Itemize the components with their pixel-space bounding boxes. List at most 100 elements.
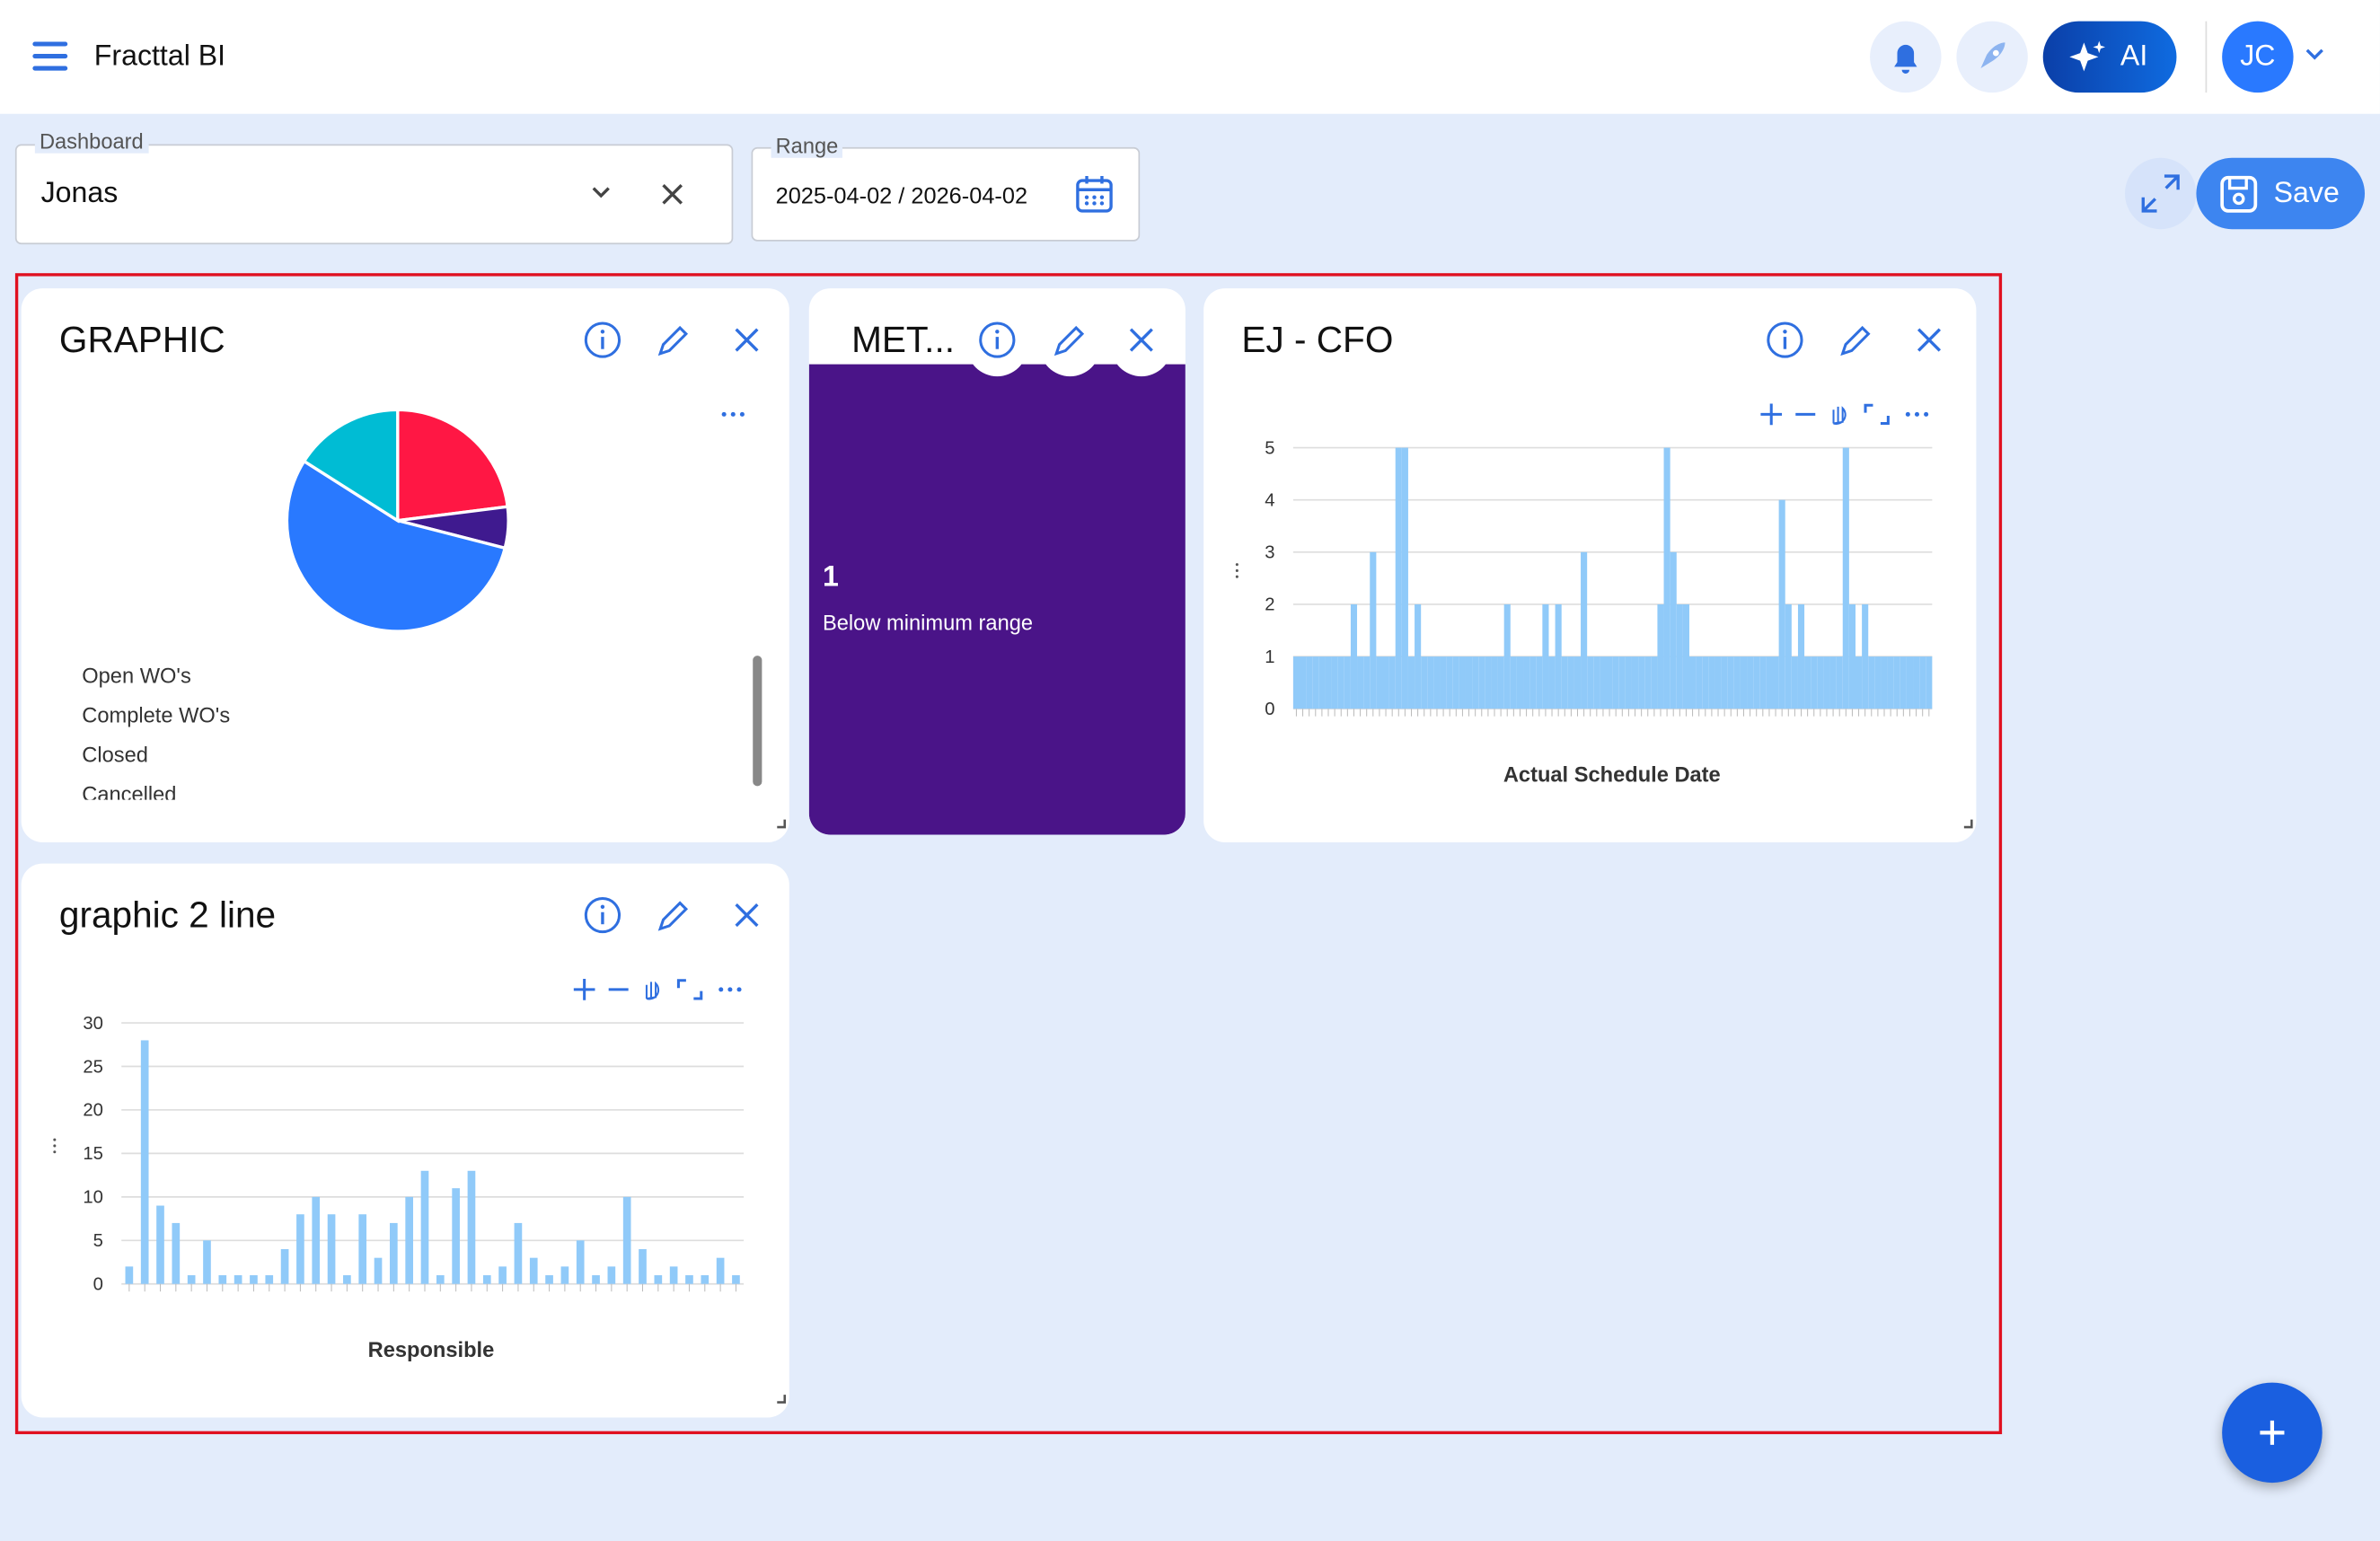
reset-zoom[interactable] xyxy=(676,979,703,1000)
bar xyxy=(1862,603,1869,709)
ai-label: AI xyxy=(2120,40,2148,74)
more-dot[interactable] xyxy=(1914,411,1920,417)
edit-button[interactable] xyxy=(657,325,689,357)
bar xyxy=(1721,656,1728,709)
more-dot[interactable] xyxy=(739,411,745,417)
widget-title: MET... xyxy=(851,319,955,360)
bar xyxy=(1536,656,1543,709)
chart-toolbar[interactable] xyxy=(573,979,742,1000)
y-tick-label: 2 xyxy=(1265,595,1274,615)
bar xyxy=(1625,656,1632,709)
more-dot[interactable] xyxy=(1905,411,1910,417)
notifications-button[interactable] xyxy=(1870,21,1942,93)
icon xyxy=(600,904,605,909)
dropdown-arrow[interactable] xyxy=(590,185,612,200)
add-widget-button[interactable] xyxy=(2222,1382,2323,1484)
bar xyxy=(203,1240,211,1284)
resize-handle[interactable] xyxy=(777,1395,786,1404)
bar xyxy=(1638,656,1645,709)
bar xyxy=(654,1275,663,1284)
bar xyxy=(1663,447,1670,709)
close-button[interactable] xyxy=(1917,328,1942,352)
bar xyxy=(1306,656,1313,709)
bar xyxy=(420,1170,429,1284)
zoom-in[interactable] xyxy=(1760,403,1783,426)
pan[interactable] xyxy=(1832,406,1847,425)
more-dot[interactable] xyxy=(727,987,733,992)
app-title: Fracttal BI xyxy=(93,40,226,74)
user-avatar[interactable]: JC xyxy=(2222,21,2294,93)
bar xyxy=(1433,656,1441,709)
more-dot[interactable] xyxy=(1924,411,1929,417)
bar xyxy=(1785,603,1792,709)
widget-card: 1 Below minimum range MET... xyxy=(808,288,1186,835)
more-dot[interactable] xyxy=(721,411,727,417)
icon xyxy=(1783,330,1787,334)
edit-button[interactable] xyxy=(1053,325,1085,357)
edit-button[interactable] xyxy=(1840,325,1871,357)
divider xyxy=(2205,21,2208,93)
close-button[interactable] xyxy=(1129,328,1153,352)
more-dot[interactable] xyxy=(736,987,742,992)
icon xyxy=(657,325,689,357)
bar xyxy=(701,1275,710,1284)
bar xyxy=(1561,656,1568,709)
bar xyxy=(1318,656,1326,709)
icon xyxy=(1840,325,1871,357)
bar xyxy=(1657,603,1664,709)
user-menu-arrow[interactable] xyxy=(2304,47,2325,62)
reset-zoom[interactable] xyxy=(1864,403,1890,426)
widget-canvas: graphic 2 line 0 5 10 15 20 25 30 Responsible xyxy=(53,894,786,1404)
range-field[interactable]: 2025-04-02 / 2026-04-02 xyxy=(751,146,1141,242)
info-button[interactable] xyxy=(584,321,621,358)
menu-icon[interactable] xyxy=(31,40,70,73)
dashboard-label: Dashboard xyxy=(34,128,148,154)
icon xyxy=(600,330,605,334)
bar xyxy=(358,1214,367,1284)
bar xyxy=(1573,656,1582,709)
pie-slice xyxy=(396,408,510,523)
bar xyxy=(250,1275,258,1284)
bar xyxy=(296,1214,304,1284)
chart-toolbar[interactable] xyxy=(1760,403,1929,426)
fullscreen-button[interactable] xyxy=(2125,157,2197,230)
y-tick-label: 0 xyxy=(1265,700,1274,719)
clear-button[interactable] xyxy=(660,182,684,207)
x-axis-title: Actual Schedule Date xyxy=(1503,763,1721,787)
bar xyxy=(1759,656,1767,709)
save-button[interactable]: Save xyxy=(2196,157,2366,230)
y-tick-label: 0 xyxy=(93,1275,103,1295)
bar xyxy=(1376,656,1383,709)
edit-button[interactable] xyxy=(657,901,689,931)
bar xyxy=(1581,551,1588,709)
dashboard-value: Jonas xyxy=(40,177,119,210)
handle-dot xyxy=(1235,568,1238,572)
info-button[interactable] xyxy=(584,896,621,934)
bar xyxy=(1848,603,1856,709)
info-button[interactable] xyxy=(1767,321,1803,358)
resize-handle[interactable] xyxy=(777,819,786,829)
more-dot[interactable] xyxy=(718,987,724,992)
launch-button[interactable] xyxy=(1956,21,2028,93)
widget-title: EJ - CFO xyxy=(1241,319,1393,360)
close-button[interactable] xyxy=(735,903,759,928)
legend-entry: Open WO's xyxy=(82,665,191,689)
more-dot[interactable] xyxy=(730,411,736,417)
bar xyxy=(1651,656,1658,709)
bar xyxy=(452,1188,460,1284)
bar xyxy=(1836,656,1843,709)
bar xyxy=(1472,656,1479,709)
bar xyxy=(622,1196,631,1284)
ai-button[interactable]: AI xyxy=(2042,21,2177,93)
resize-handle[interactable] xyxy=(1963,819,1973,829)
dashboard-select[interactable]: Jonas xyxy=(14,144,734,245)
info-button[interactable] xyxy=(979,321,1016,358)
pan[interactable] xyxy=(645,981,660,1000)
calendar-icon[interactable] xyxy=(1075,174,1115,214)
bar xyxy=(1842,447,1849,709)
close-button[interactable] xyxy=(735,328,759,352)
zoom-in[interactable] xyxy=(573,979,595,1000)
handle-dot xyxy=(1235,563,1238,567)
bar xyxy=(1612,656,1619,709)
